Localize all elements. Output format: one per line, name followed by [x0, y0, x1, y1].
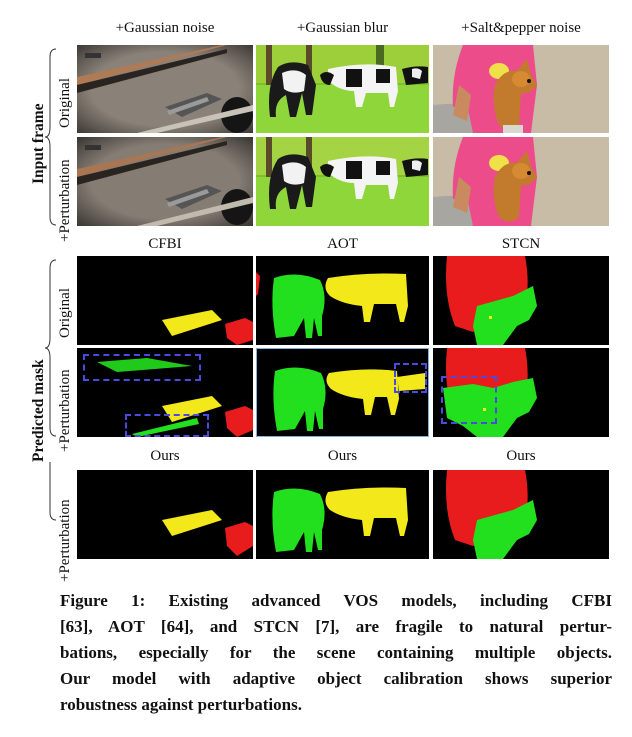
image-room-perturbed [77, 137, 253, 226]
row-label-mask-original: Original [57, 288, 73, 338]
column-title-stcn: STCN [501, 236, 541, 252]
row-label-ours-perturbation: +Perturbation [57, 499, 73, 582]
column-title-ours-2: Ours [327, 448, 358, 464]
brace-ours [49, 462, 57, 521]
highlight-box-cfbi-bottom [125, 414, 209, 437]
image-person-dog-original [433, 45, 609, 133]
image-cows-original [256, 45, 429, 133]
image-person-dog-perturbed [433, 137, 609, 226]
image-room-original [77, 45, 253, 133]
brace-predicted-mask [44, 259, 57, 437]
figure-caption: Figure 1: Existing advanced VOS models, … [60, 588, 612, 718]
caption-line-3: bations, especially for the scene contai… [60, 643, 612, 662]
row-label-input-perturbation: +Perturbation [57, 159, 73, 242]
column-title-aot: AOT [327, 236, 358, 252]
mask-ours-room [77, 470, 253, 559]
brace-input-frame [44, 48, 57, 226]
mask-cfbi-original [77, 256, 253, 345]
mask-aot-original [256, 256, 429, 345]
column-title-ours-1: Ours [150, 448, 180, 464]
mask-ours-person-dog [433, 470, 609, 559]
caption-line-5: robustness against perturbations. [60, 695, 302, 714]
column-title-cfbi: CFBI [148, 236, 182, 252]
column-title-ours-3: Ours [506, 448, 536, 464]
row-label-mask-perturbation: +Perturbation [57, 369, 73, 452]
column-title-gaussian-blur: +Gaussian blur [296, 20, 389, 36]
highlight-box-stcn [441, 376, 497, 424]
image-cows-perturbed [256, 137, 429, 226]
row-label-input-original: Original [57, 78, 73, 128]
highlight-box-cfbi-top [83, 354, 201, 381]
highlight-box-aot [394, 363, 427, 393]
caption-line-2: [63], AOT [64], and STCN [7], are fragil… [60, 617, 612, 636]
caption-line-1: Figure 1: Existing advanced VOS models, … [60, 591, 612, 610]
column-title-salt-pepper: +Salt&pepper noise [461, 20, 581, 36]
mask-aot-perturbed [256, 348, 429, 437]
caption-line-4: Our model with adaptive object calibrati… [60, 669, 612, 688]
mask-ours-cows [256, 470, 429, 559]
column-title-gaussian-noise: +Gaussian noise [115, 20, 215, 36]
mask-cfbi-perturbed [77, 348, 253, 437]
mask-stcn-perturbed [433, 348, 609, 437]
mask-stcn-original [433, 256, 609, 345]
